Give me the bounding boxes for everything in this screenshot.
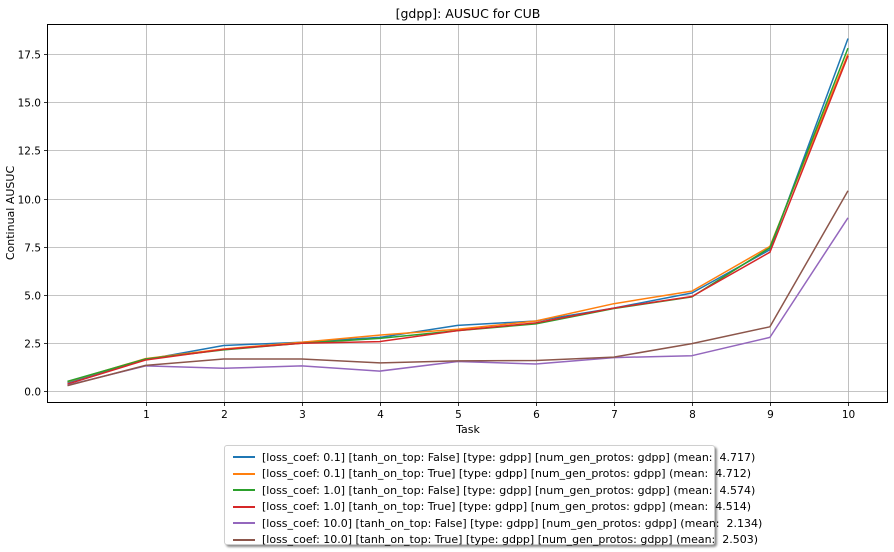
legend-item: [loss_coef: 1.0] [tanh_on_top: False] [t… (231, 482, 755, 499)
legend-swatch (233, 522, 255, 525)
x-tick-label: 4 (377, 409, 384, 421)
legend-swatch (233, 489, 255, 492)
x-tick-label: 9 (767, 409, 774, 421)
plot-frame (47, 24, 888, 403)
chart-title: [gdpp]: AUSUC for CUB (396, 6, 541, 21)
legend-item: [loss_coef: 0.1] [tanh_on_top: False] [t… (231, 449, 755, 466)
x-axis: 1 2 3 4 5 6 7 8 9 10 (143, 402, 855, 421)
y-tick-label: 0.0 (24, 387, 41, 399)
x-tick-label: 10 (842, 409, 855, 421)
y-tick-label: 10.0 (18, 195, 41, 207)
series-line-4 (67, 55, 849, 385)
series-lines (67, 38, 849, 387)
legend-label: [loss_coef: 1.0] [tanh_on_top: True] [ty… (262, 500, 752, 514)
series-line-2 (67, 53, 849, 383)
legend-label: [loss_coef: 10.0] [tanh_on_top: True] [t… (262, 533, 759, 547)
legend-item: [loss_coef: 10.0] [tanh_on_top: True] [t… (231, 532, 758, 549)
y-tick-label: 2.5 (24, 339, 41, 351)
x-tick-label: 8 (689, 409, 696, 421)
legend-swatch (233, 538, 255, 541)
legend-swatch (233, 456, 255, 459)
y-tick-label: 7.5 (24, 243, 41, 255)
legend-label: [loss_coef: 1.0] [tanh_on_top: False] [t… (262, 483, 756, 497)
y-tick-label: 5.0 (24, 291, 41, 303)
y-axis: 0.0 2.5 5.0 7.5 10.0 12.5 15.0 17.5 (18, 50, 48, 399)
x-axis-label: Task (455, 423, 480, 436)
legend-label: [loss_coef: 0.1] [tanh_on_top: False] [t… (262, 450, 756, 464)
y-tick-label: 15.0 (18, 98, 41, 110)
x-tick-label: 7 (611, 409, 618, 421)
legend-item: [loss_coef: 0.1] [tanh_on_top: True] [ty… (231, 466, 751, 483)
y-axis-label: Continual AUSUC (4, 166, 17, 261)
x-tick-label: 1 (143, 409, 150, 421)
y-tick-label: 17.5 (18, 50, 41, 62)
y-tick-label: 12.5 (18, 146, 41, 158)
legend-swatch (233, 472, 255, 475)
legend-item: [loss_coef: 1.0] [tanh_on_top: True] [ty… (231, 499, 751, 516)
legend-label: [loss_coef: 0.1] [tanh_on_top: True] [ty… (262, 467, 752, 481)
series-line-5 (67, 217, 849, 386)
series-line-3 (67, 47, 849, 383)
legend-item: [loss_coef: 10.0] [tanh_on_top: False] [… (231, 515, 762, 532)
series-line-1 (67, 38, 849, 384)
legend-label: [loss_coef: 10.0] [tanh_on_top: False] [… (262, 516, 763, 530)
legend-swatch (233, 505, 255, 508)
x-tick-label: 5 (455, 409, 462, 421)
series-line-6 (67, 190, 849, 387)
x-tick-label: 6 (533, 409, 540, 421)
legend: [loss_coef: 0.1] [tanh_on_top: False] [t… (224, 445, 762, 546)
x-tick-label: 3 (299, 409, 306, 421)
grid (48, 25, 887, 402)
x-tick-label: 2 (221, 409, 228, 421)
